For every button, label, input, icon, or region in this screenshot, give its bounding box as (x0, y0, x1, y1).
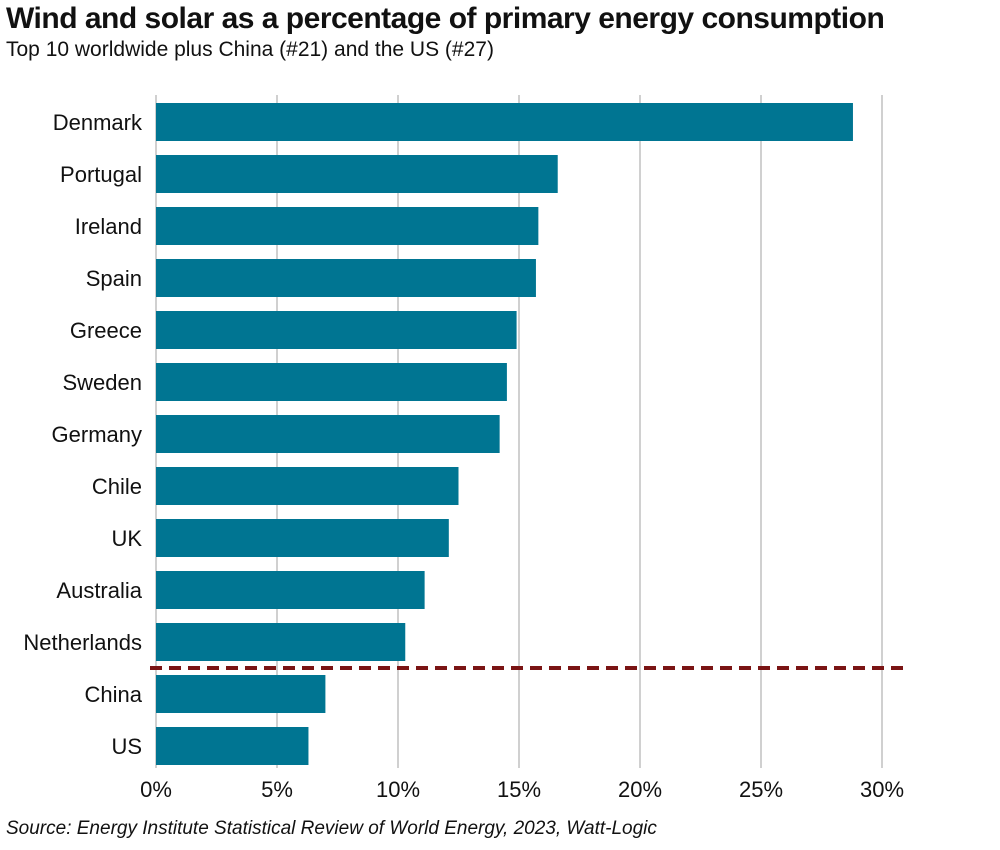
x-tick-label: 0% (140, 777, 172, 802)
category-label: UK (111, 526, 142, 551)
bar-australia (156, 571, 425, 609)
category-label: Australia (56, 578, 142, 603)
bar-germany (156, 415, 500, 453)
bar-china (156, 675, 326, 713)
category-label: Portugal (60, 162, 142, 187)
bar-chart: Denmark Portugal Ireland Spain Greece Sweden G… (23, 95, 905, 802)
bar-spain (156, 259, 536, 297)
source-note: Source: Energy Institute Statistical Rev… (6, 818, 657, 839)
bar-portugal (156, 155, 558, 193)
x-tick-label: 10% (376, 777, 420, 802)
bar-greece (156, 311, 517, 349)
category-label: Sweden (62, 370, 142, 395)
chart-subtitle: Top 10 worldwide plus China (#21) and th… (6, 38, 494, 61)
category-label: Netherlands (23, 630, 142, 655)
category-label: China (85, 682, 143, 707)
x-tick-label: 25% (739, 777, 783, 802)
x-tick-label: 15% (497, 777, 541, 802)
x-tick-label: 30% (860, 777, 904, 802)
category-label: Ireland (75, 214, 142, 239)
bar-sweden (156, 363, 507, 401)
chart-title: Wind and solar as a percentage of primar… (6, 2, 885, 35)
category-label: Spain (86, 266, 142, 291)
bar-uk (156, 519, 449, 557)
x-tick-label: 20% (618, 777, 662, 802)
bar-ireland (156, 207, 539, 245)
category-label: US (111, 734, 142, 759)
category-label: Greece (70, 318, 142, 343)
category-label: Germany (52, 422, 142, 447)
bar-netherlands (156, 623, 406, 661)
bar-us (156, 727, 309, 765)
x-tick-label: 5% (261, 777, 293, 802)
bar-denmark (156, 103, 853, 141)
category-label: Chile (92, 474, 142, 499)
bar-chile (156, 467, 459, 505)
category-label: Denmark (53, 110, 143, 135)
